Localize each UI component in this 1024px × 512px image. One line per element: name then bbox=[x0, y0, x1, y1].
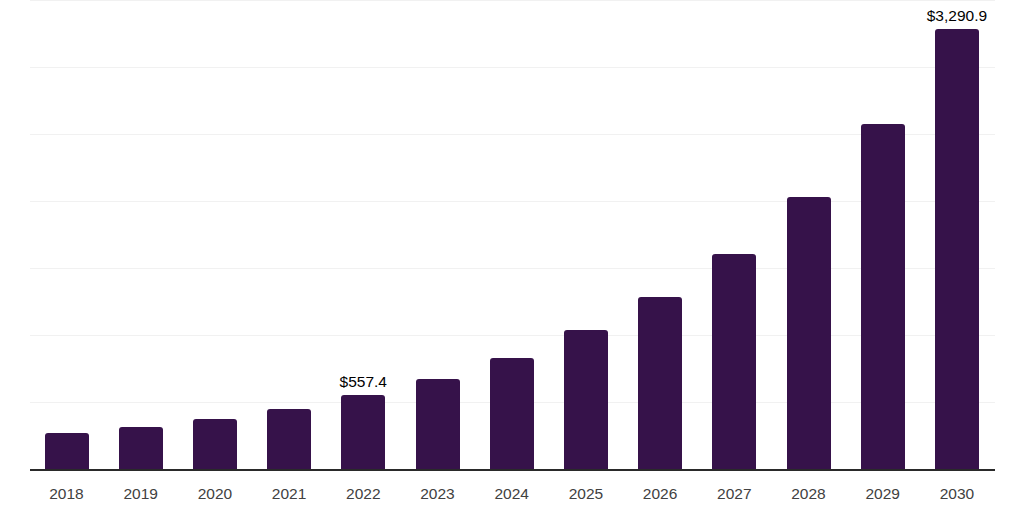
plot-area: 20182019202020212022 20232024202520262027… bbox=[0, 0, 1024, 512]
gridline bbox=[30, 134, 995, 135]
bar-2022 bbox=[341, 395, 385, 470]
x-tick-label-2020: 2020 bbox=[180, 484, 250, 503]
data-label-2030: $3,290.9 bbox=[897, 7, 1017, 25]
bar-2027 bbox=[712, 254, 756, 470]
bar-2020 bbox=[193, 419, 237, 470]
x-tick-label-2026: 2026 bbox=[625, 484, 695, 503]
x-tick-label-2019: 2019 bbox=[106, 484, 176, 503]
x-tick-label-2029: 2029 bbox=[848, 484, 918, 503]
bar-chart: 20182019202020212022 20232024202520262027… bbox=[0, 0, 1024, 512]
bar-2018 bbox=[45, 433, 89, 470]
x-tick-label-2023: 2023 bbox=[403, 484, 473, 503]
bar-2029 bbox=[861, 124, 905, 470]
x-tick-label-2027: 2027 bbox=[699, 484, 769, 503]
data-label-2022: $557.4 bbox=[303, 373, 423, 391]
x-tick-label-2018: 2018 bbox=[32, 484, 102, 503]
gridline bbox=[30, 268, 995, 269]
bar-2024 bbox=[490, 358, 534, 469]
gridline bbox=[30, 0, 995, 1]
x-tick-label-2024: 2024 bbox=[477, 484, 547, 503]
x-tick-label-2021: 2021 bbox=[254, 484, 324, 503]
x-tick-label-2025: 2025 bbox=[551, 484, 621, 503]
x-tick-label-2022: 2022 bbox=[328, 484, 398, 503]
bar-2028 bbox=[787, 197, 831, 469]
bar-2030 bbox=[935, 29, 979, 470]
bar-2026 bbox=[638, 297, 682, 470]
bar-2025 bbox=[564, 330, 608, 469]
bar-2019 bbox=[119, 427, 163, 470]
gridline bbox=[30, 67, 995, 68]
x-tick-label-2030: 2030 bbox=[922, 484, 992, 503]
x-axis-line bbox=[30, 469, 995, 471]
x-tick-label-2028: 2028 bbox=[774, 484, 844, 503]
gridline bbox=[30, 201, 995, 202]
bar-2023 bbox=[416, 379, 460, 469]
gridline bbox=[30, 335, 995, 336]
bar-2021 bbox=[267, 409, 311, 470]
